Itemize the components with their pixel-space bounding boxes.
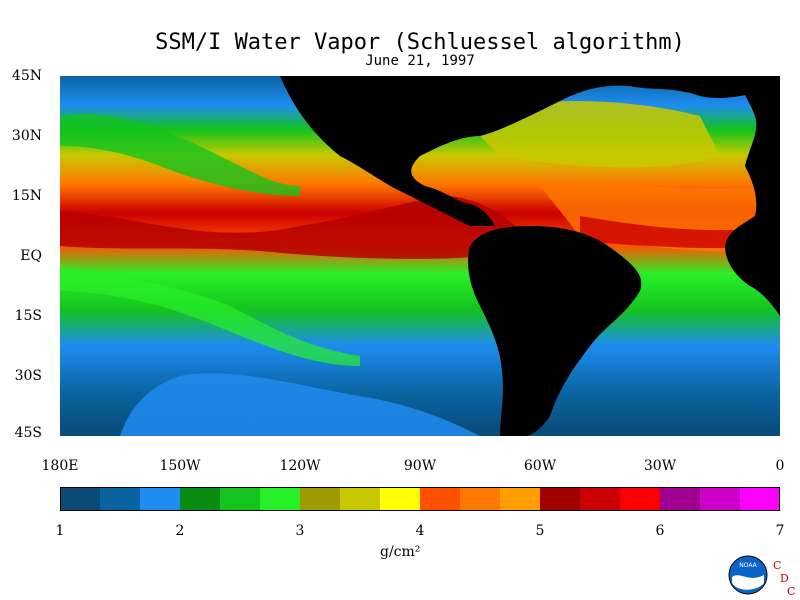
- colorbar-tick-2: 2: [175, 523, 185, 539]
- colorbar-swatch: [260, 487, 301, 511]
- noaa-cdc-logo: NOAA C D C: [728, 555, 795, 597]
- lon-label-90w: 90W: [403, 458, 437, 474]
- colorbar-swatch: [380, 487, 421, 511]
- colorbar-swatch: [300, 487, 341, 511]
- colorbar: [60, 487, 780, 511]
- lon-label-150w: 150W: [159, 458, 201, 474]
- colorbar-swatch: [540, 487, 581, 511]
- colorbar-tick-6: 6: [655, 523, 665, 539]
- colorbar-swatch: [580, 487, 621, 511]
- lon-label-120w: 120W: [279, 458, 321, 474]
- lat-label-15n: 15N: [11, 188, 42, 204]
- moisture-band-itcz: [60, 195, 530, 259]
- colorbar-swatch: [700, 487, 741, 511]
- lon-label-0: 0: [775, 458, 785, 474]
- colorbar-unit: g/cm²: [380, 544, 421, 560]
- colorbar-swatch: [180, 487, 221, 511]
- colorbar-swatch: [100, 487, 141, 511]
- colorbar-swatch: [620, 487, 661, 511]
- moisture-band-south: [60, 266, 360, 366]
- colorbar-swatch: [420, 487, 461, 511]
- lat-label-eq: EQ: [20, 248, 42, 264]
- cdc-letter-1: C: [773, 559, 781, 572]
- colorbar-swatch: [500, 487, 541, 511]
- cdc-letter-2: D: [780, 572, 789, 585]
- colorbar-swatch: [660, 487, 701, 511]
- land-north-america: [280, 76, 780, 226]
- lat-label-30s: 30S: [14, 368, 42, 384]
- lon-label-60w: 60W: [523, 458, 557, 474]
- colorbar-swatch: [740, 487, 780, 511]
- dry-tongue: [60, 114, 300, 196]
- colorbar-swatch: [140, 487, 181, 511]
- colorbar-tick-4: 4: [415, 523, 425, 539]
- lat-label-30n: 30N: [11, 128, 42, 144]
- colorbar-tick-1: 1: [55, 523, 65, 539]
- land-south-america: [468, 226, 642, 436]
- colorbar-swatch: [340, 487, 381, 511]
- colorbar-tick-3: 3: [295, 523, 305, 539]
- land-africa-europe: [725, 76, 780, 316]
- colorbar-swatch: [220, 487, 261, 511]
- water-vapor-map: [60, 76, 780, 436]
- noaa-text: NOAA: [739, 562, 757, 569]
- cdc-letter-3: C: [787, 585, 795, 597]
- colorbar-border: [60, 487, 780, 511]
- map-date: June 21, 1997: [365, 53, 475, 69]
- lon-label-30w: 30W: [643, 458, 677, 474]
- colorbar-swatch: [60, 487, 101, 511]
- lat-label-45n: 45N: [11, 68, 42, 84]
- dry-region-southeast-pacific: [120, 373, 480, 436]
- lat-label-45s: 45S: [14, 425, 42, 441]
- map-title: SSM/I Water Vapor (Schluessel algorithm): [155, 30, 685, 55]
- colorbar-tick-5: 5: [535, 523, 545, 539]
- lat-label-15s: 15S: [14, 308, 42, 324]
- lon-label-180e: 180E: [41, 458, 79, 474]
- colorbar-tick-7: 7: [775, 523, 785, 539]
- colorbar-swatch: [460, 487, 501, 511]
